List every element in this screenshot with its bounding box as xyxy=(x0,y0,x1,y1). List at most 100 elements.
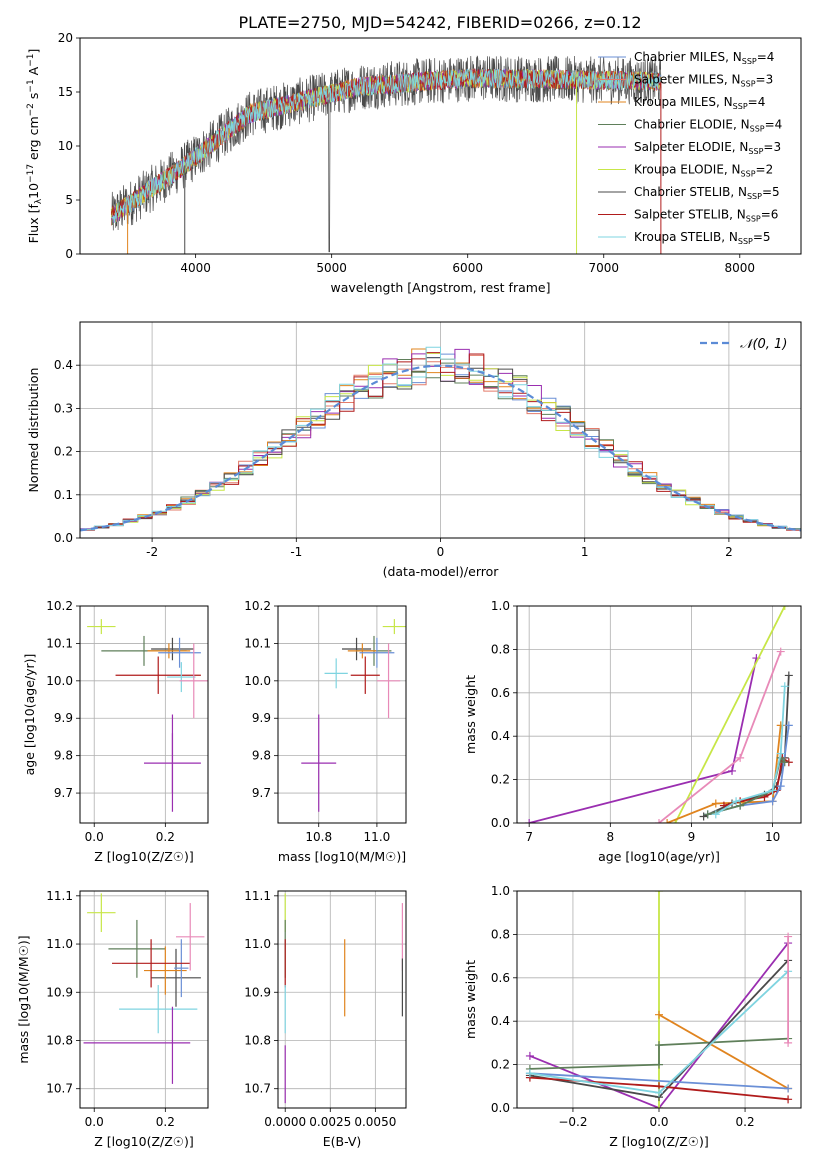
series-marker xyxy=(784,671,793,680)
series-marker xyxy=(780,606,789,610)
legend-label: Kroupa STELIB, NSSP=5 xyxy=(634,230,771,246)
mass_vs_EBV-xlabel: E(B-V) xyxy=(323,1134,362,1149)
series-line xyxy=(529,1037,789,1070)
y-tick-label: 1.0 xyxy=(491,884,510,898)
y-tick-label: 10.9 xyxy=(244,985,271,999)
y-tick-label: 0.0 xyxy=(491,1101,510,1115)
y-tick-label: 0.3 xyxy=(54,401,73,415)
y-tick-label: 20 xyxy=(58,31,73,45)
y-tick-label: 0.1 xyxy=(54,488,73,502)
series-marker xyxy=(699,812,708,821)
y-tick-label: 5 xyxy=(65,193,73,207)
x-tick-label: 6000 xyxy=(452,261,483,275)
y-tick-label: 0.4 xyxy=(54,358,73,372)
series-line xyxy=(674,606,786,823)
residuals-ylabel: Normed distribution xyxy=(26,368,41,493)
series-marker xyxy=(525,1069,534,1078)
series-marker xyxy=(776,721,785,730)
y-tick-label: 0.2 xyxy=(491,1058,510,1072)
spectrum-panel: 4000 5000 6000 7000 8000 0 5 10 15 20 wavelength [… xyxy=(26,31,802,295)
series-marker xyxy=(784,1084,793,1093)
series-marker xyxy=(784,932,793,941)
mw_vs_Z-frame xyxy=(516,890,802,1109)
residuals-marks xyxy=(80,346,801,538)
series-marker xyxy=(728,766,737,775)
series-marker xyxy=(784,721,793,730)
series-marker xyxy=(784,1038,793,1047)
x-tick-label: 2 xyxy=(725,545,733,559)
y-tick-label: 9.7 xyxy=(54,786,73,800)
y-tick-label: 0.6 xyxy=(491,686,510,700)
y-tick-label: 10.7 xyxy=(46,1082,73,1096)
mass_vs_EBV-panel: 0.0000 0.0025 0.0050 10.7 10.8 10.9 11.0 11.1 E(… xyxy=(244,889,407,1149)
series-marker xyxy=(780,682,789,691)
y-tick-label: 10.9 xyxy=(46,985,73,999)
mw_vs_Z-marks xyxy=(525,891,793,1108)
histogram-step xyxy=(80,346,801,538)
legend-label: Chabrier ELODIE, NSSP=4 xyxy=(634,118,782,134)
residuals-panel: -2 -1 0 1 2 0.0 0.1 0.2 0.3 0.4 (data-model)/error… xyxy=(26,321,802,579)
age_vs_Z-frame xyxy=(79,605,209,824)
x-tick-label: 7 xyxy=(525,830,533,844)
series-marker xyxy=(768,797,777,806)
legend-label: Kroupa MILES, NSSP=4 xyxy=(634,95,765,111)
legend-label: Chabrier MILES, NSSP=4 xyxy=(634,50,774,66)
series-marker xyxy=(776,749,785,758)
series-marker xyxy=(736,753,745,762)
legend-label: Kroupa ELODIE, NSSP=2 xyxy=(634,163,773,179)
y-tick-label: 11.0 xyxy=(46,937,73,951)
spectrum-xlabel: wavelength [Angstrom, rest frame] xyxy=(330,280,550,295)
mass_vs_Z-ylabel: mass [log10(M/M☉)] xyxy=(16,935,31,1063)
series-marker xyxy=(776,782,785,791)
y-tick-label: 10.1 xyxy=(46,636,73,650)
y-tick-label: 0.4 xyxy=(491,1014,510,1028)
age_vs_mass-frame xyxy=(277,605,407,824)
spectrum-frame xyxy=(79,37,802,255)
mass_vs_Z-panel: 0.0 0.2 10.7 10.8 10.9 11.0 11.1 Z [log10(Z/Z☉)… xyxy=(16,889,209,1149)
x-tick-label: 9 xyxy=(688,830,696,844)
x-tick-label: 5000 xyxy=(316,261,347,275)
x-tick-label: 0.0 xyxy=(649,1115,668,1129)
y-tick-label: 9.8 xyxy=(54,749,73,763)
mass_vs_EBV-frame xyxy=(277,890,407,1109)
y-tick-label: 0 xyxy=(65,247,73,261)
spectrum-legend: Chabrier MILES, NSSP=4 Salpeter MILES, NS… xyxy=(598,50,782,246)
x-tick-label: 0.2 xyxy=(156,1115,175,1129)
series-line xyxy=(529,1072,789,1090)
y-tick-label: 0.4 xyxy=(491,729,510,743)
x-tick-label: 0.0050 xyxy=(354,1115,396,1129)
y-tick-label: 10.8 xyxy=(244,1033,271,1047)
y-tick-label: 9.9 xyxy=(252,711,271,725)
age_vs_Z-ylabel: age [log10(age/yr)] xyxy=(22,654,37,776)
x-tick-label: 11.0 xyxy=(364,830,391,844)
x-tick-label: 0.2 xyxy=(736,1115,755,1129)
mw_vs_age-frame xyxy=(516,605,802,824)
x-tick-label: 10.8 xyxy=(305,830,332,844)
y-tick-label: 11.0 xyxy=(244,937,271,951)
y-tick-label: 10.7 xyxy=(244,1082,271,1096)
legend-label: Salpeter ELODIE, NSSP=3 xyxy=(634,140,781,156)
series-marker xyxy=(655,1010,663,1019)
series-line xyxy=(658,1013,789,1090)
x-tick-label: 8000 xyxy=(725,261,756,275)
series-marker xyxy=(711,810,720,819)
x-tick-label: 1 xyxy=(581,545,589,559)
y-tick-label: 11.1 xyxy=(46,889,73,903)
spectrum-marks xyxy=(110,55,662,254)
y-tick-label: 10.0 xyxy=(244,674,271,688)
x-tick-label: 0.0000 xyxy=(264,1115,306,1129)
legend-label: Salpeter MILES, NSSP=3 xyxy=(634,73,773,89)
x-tick-label: -1 xyxy=(290,545,302,559)
x-tick-label: 0 xyxy=(437,545,445,559)
y-tick-label: 9.7 xyxy=(252,786,271,800)
series-marker xyxy=(525,819,534,823)
y-tick-label: 15 xyxy=(58,85,73,99)
series-marker xyxy=(655,1088,663,1097)
x-tick-label: 0.0 xyxy=(85,1115,104,1129)
x-tick-label: 10 xyxy=(765,830,780,844)
y-tick-label: 0.2 xyxy=(54,445,73,459)
residuals-xlabel: (data-model)/error xyxy=(383,564,500,579)
mw_vs_age-panel: 7 8 9 10 0.0 0.2 0.4 0.6 0.8 1.0 age [log10(age/yr… xyxy=(463,599,802,864)
mass_vs_Z-frame xyxy=(79,890,209,1109)
legend-label: Salpeter STELIB, NSSP=6 xyxy=(634,208,778,224)
